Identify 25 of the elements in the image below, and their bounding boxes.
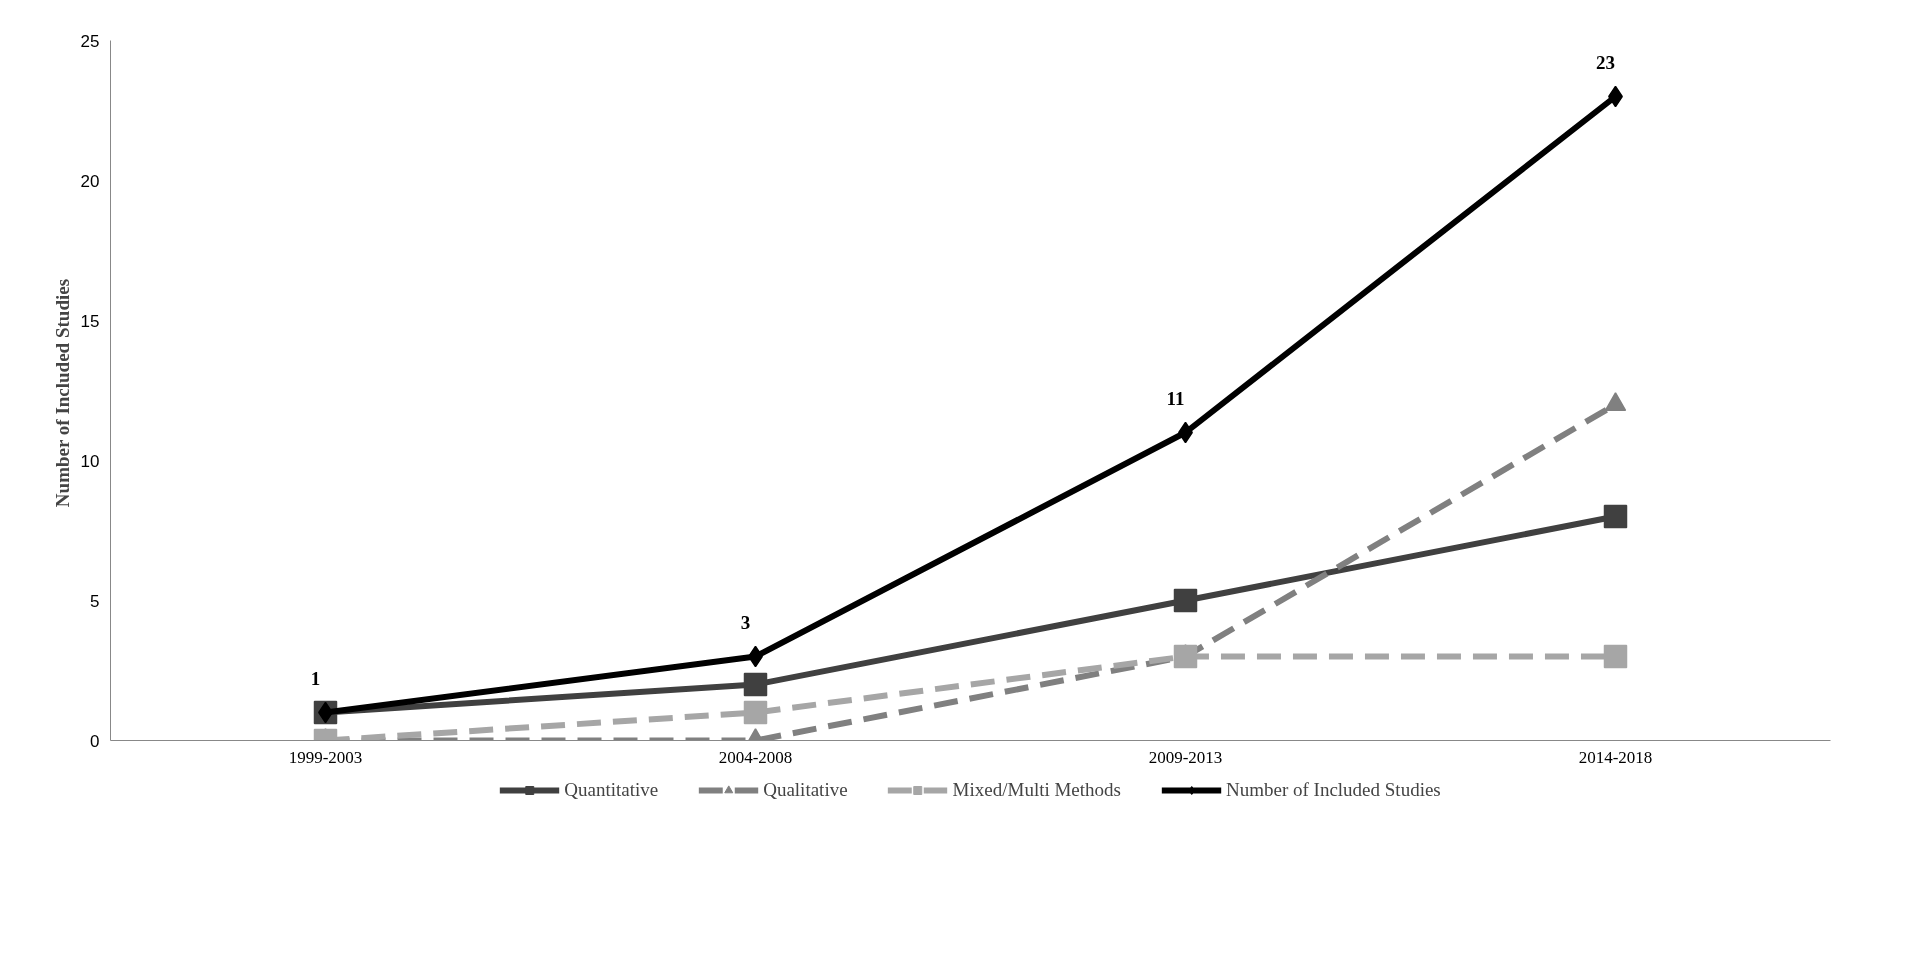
point [743,672,768,697]
data-label: 3 [740,611,751,633]
legend-label: Quantitative [564,779,659,801]
y-tick-label: 0 [90,731,100,751]
point [1603,504,1628,529]
point [1603,644,1628,669]
data-label: 11 [1166,387,1185,409]
x-tick-label: 2004-2008 [718,747,793,767]
x-tick-label: 2014-2018 [1578,747,1653,767]
data-label: 23 [1596,51,1615,73]
point [1173,644,1198,669]
x-tick-label: 1999-2003 [288,747,363,767]
y-tick-label: 15 [80,311,100,331]
legend-label: Mixed/Multi Methods [952,779,1121,801]
point [743,700,768,725]
y-tick-label: 20 [80,171,100,191]
data-label: 1 [310,667,321,689]
y-tick-label: 5 [90,591,100,611]
y-tick-label: 25 [80,31,100,51]
legend-label: Qualitative [763,779,848,801]
point [1173,588,1198,613]
y-axis-title: Number of Included Studies [51,278,73,508]
y-tick-label: 10 [80,451,100,471]
legend-label: Number of Included Studies [1225,779,1441,801]
x-tick-label: 2009-2013 [1148,747,1223,767]
